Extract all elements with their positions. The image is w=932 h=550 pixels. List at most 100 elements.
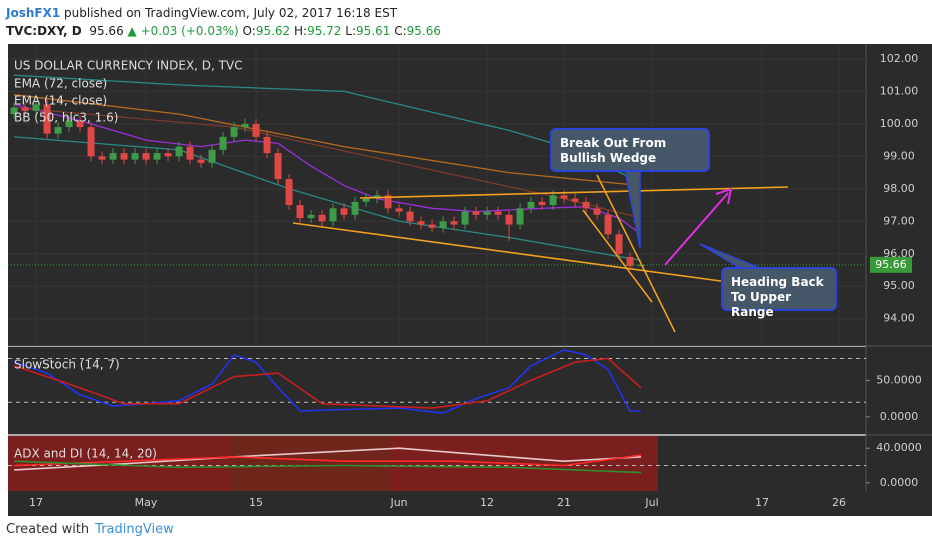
created-with: Created with [6,522,90,537]
callout-pointers [624,169,761,269]
annotation: Break Out From Bullish Wedge [550,128,710,172]
author[interactable]: JoshFX1 [6,6,61,20]
candle-body [76,120,84,128]
legend-entry: EMA (72, close) [14,77,107,91]
trendline [582,209,653,303]
x-tick-label: 17 [755,496,769,509]
candle-body [395,208,403,212]
series-line [14,460,642,474]
candle-body [164,153,172,157]
y-tick-label: 0.0000 [880,410,919,423]
candle-body [153,153,161,160]
ohlc: O:95.62 H:95.72 L:95.61 C:95.66 [243,24,441,38]
candle-body [329,208,337,222]
candle-body [362,198,370,202]
candle-body [109,153,117,160]
ohlc-value: 95.66 [406,24,441,38]
candle-body [208,149,216,163]
y-tick-label: 100.00 [880,117,919,130]
stoch-pane [8,347,866,434]
footer: Created with TradingView [6,522,174,537]
y-tick-label: 102.00 [880,52,919,65]
y-tick-label: 96.00 [883,247,915,260]
symbol: TVC:DXY, D [6,24,82,38]
trendline [292,222,729,283]
candle-body [54,127,62,134]
series-line [13,357,642,409]
trendline [359,186,789,199]
candle-body [186,146,194,160]
series-line [14,447,642,471]
candle-body [87,127,95,157]
candle-body [197,159,205,163]
candle-body [450,221,458,225]
candle-body [131,153,139,160]
candle-body [637,264,645,267]
candle-body [175,146,183,157]
candle-body [285,179,293,206]
header-line-1: JoshFX1 published on TradingView.com, Ju… [6,4,441,22]
candle-body [120,153,128,160]
marks [8,74,912,474]
candle-body [219,136,227,150]
x-tick-label: 17 [29,496,43,509]
candle-body [626,257,634,267]
candle-body [98,156,106,160]
candle-body [439,221,447,228]
trendline [596,174,676,333]
y-tick-label: 40.0000 [876,441,922,454]
ohlc-label: O: [242,24,256,38]
candle-body [296,205,304,219]
arrow-head [715,187,733,205]
candle-body [142,153,150,160]
ohlc-value: 95.61 [356,24,391,38]
candle-body [274,153,282,180]
last-price-label: 95.66 [875,258,907,271]
ohlc-value: 95.72 [307,24,342,38]
y-tick-label: 99.00 [883,149,915,162]
candle-body [241,123,249,128]
grid [8,44,870,484]
ohlc-label: L: [345,24,356,38]
drawings [292,174,789,333]
x-tick-label: 26 [832,496,846,509]
arrow-shaft [664,192,729,266]
header-line-2: TVC:DXY, D 95.66 ▲ +0.03 (+0.03%) O:95.6… [6,22,441,40]
y-tick-label: 94.00 [883,312,915,325]
candle-body [527,201,535,209]
x-tick-label: Jul [644,496,658,509]
candle-body [307,214,315,219]
candle-body [593,208,601,215]
series-line [14,454,642,467]
chart: 17 May 15 Jun 12 21 Jul 17 26 94.00 95.00 96.00 97.0… [8,44,932,516]
candle-body [252,123,260,137]
candle-body [10,107,18,115]
candle-body [428,224,436,228]
series-line [13,103,642,235]
x-tick-label: 21 [557,496,571,509]
y-tick-label: 95.00 [883,279,915,292]
y-tick-label: 0.0000 [880,476,919,489]
pane-title: US DOLLAR CURRENCY INDEX, D, TVC [14,59,243,73]
last-price-badge [870,256,912,273]
series-line [14,106,642,219]
change: ▲ +0.03 (+0.03%) [127,24,239,38]
candle-body [406,211,414,222]
brand[interactable]: TradingView [95,522,174,537]
candle-body [230,127,238,137]
candle-body [384,195,392,209]
candle-body [351,201,359,215]
candle-body [417,221,425,225]
candle-body [516,208,524,225]
candle-body [549,195,557,206]
candle-body [32,104,40,111]
candle-body [538,201,546,206]
labels: 17 May 15 Jun 12 21 Jul 17 26 94.00 95.00 96.00 97.0… [14,52,922,509]
candle-body [483,211,491,215]
candle-body [43,104,51,134]
candle-body [604,214,612,235]
x-tick-label: 12 [480,496,494,509]
candle-body [582,201,590,209]
candle-body [263,136,271,154]
series-line [13,348,641,415]
